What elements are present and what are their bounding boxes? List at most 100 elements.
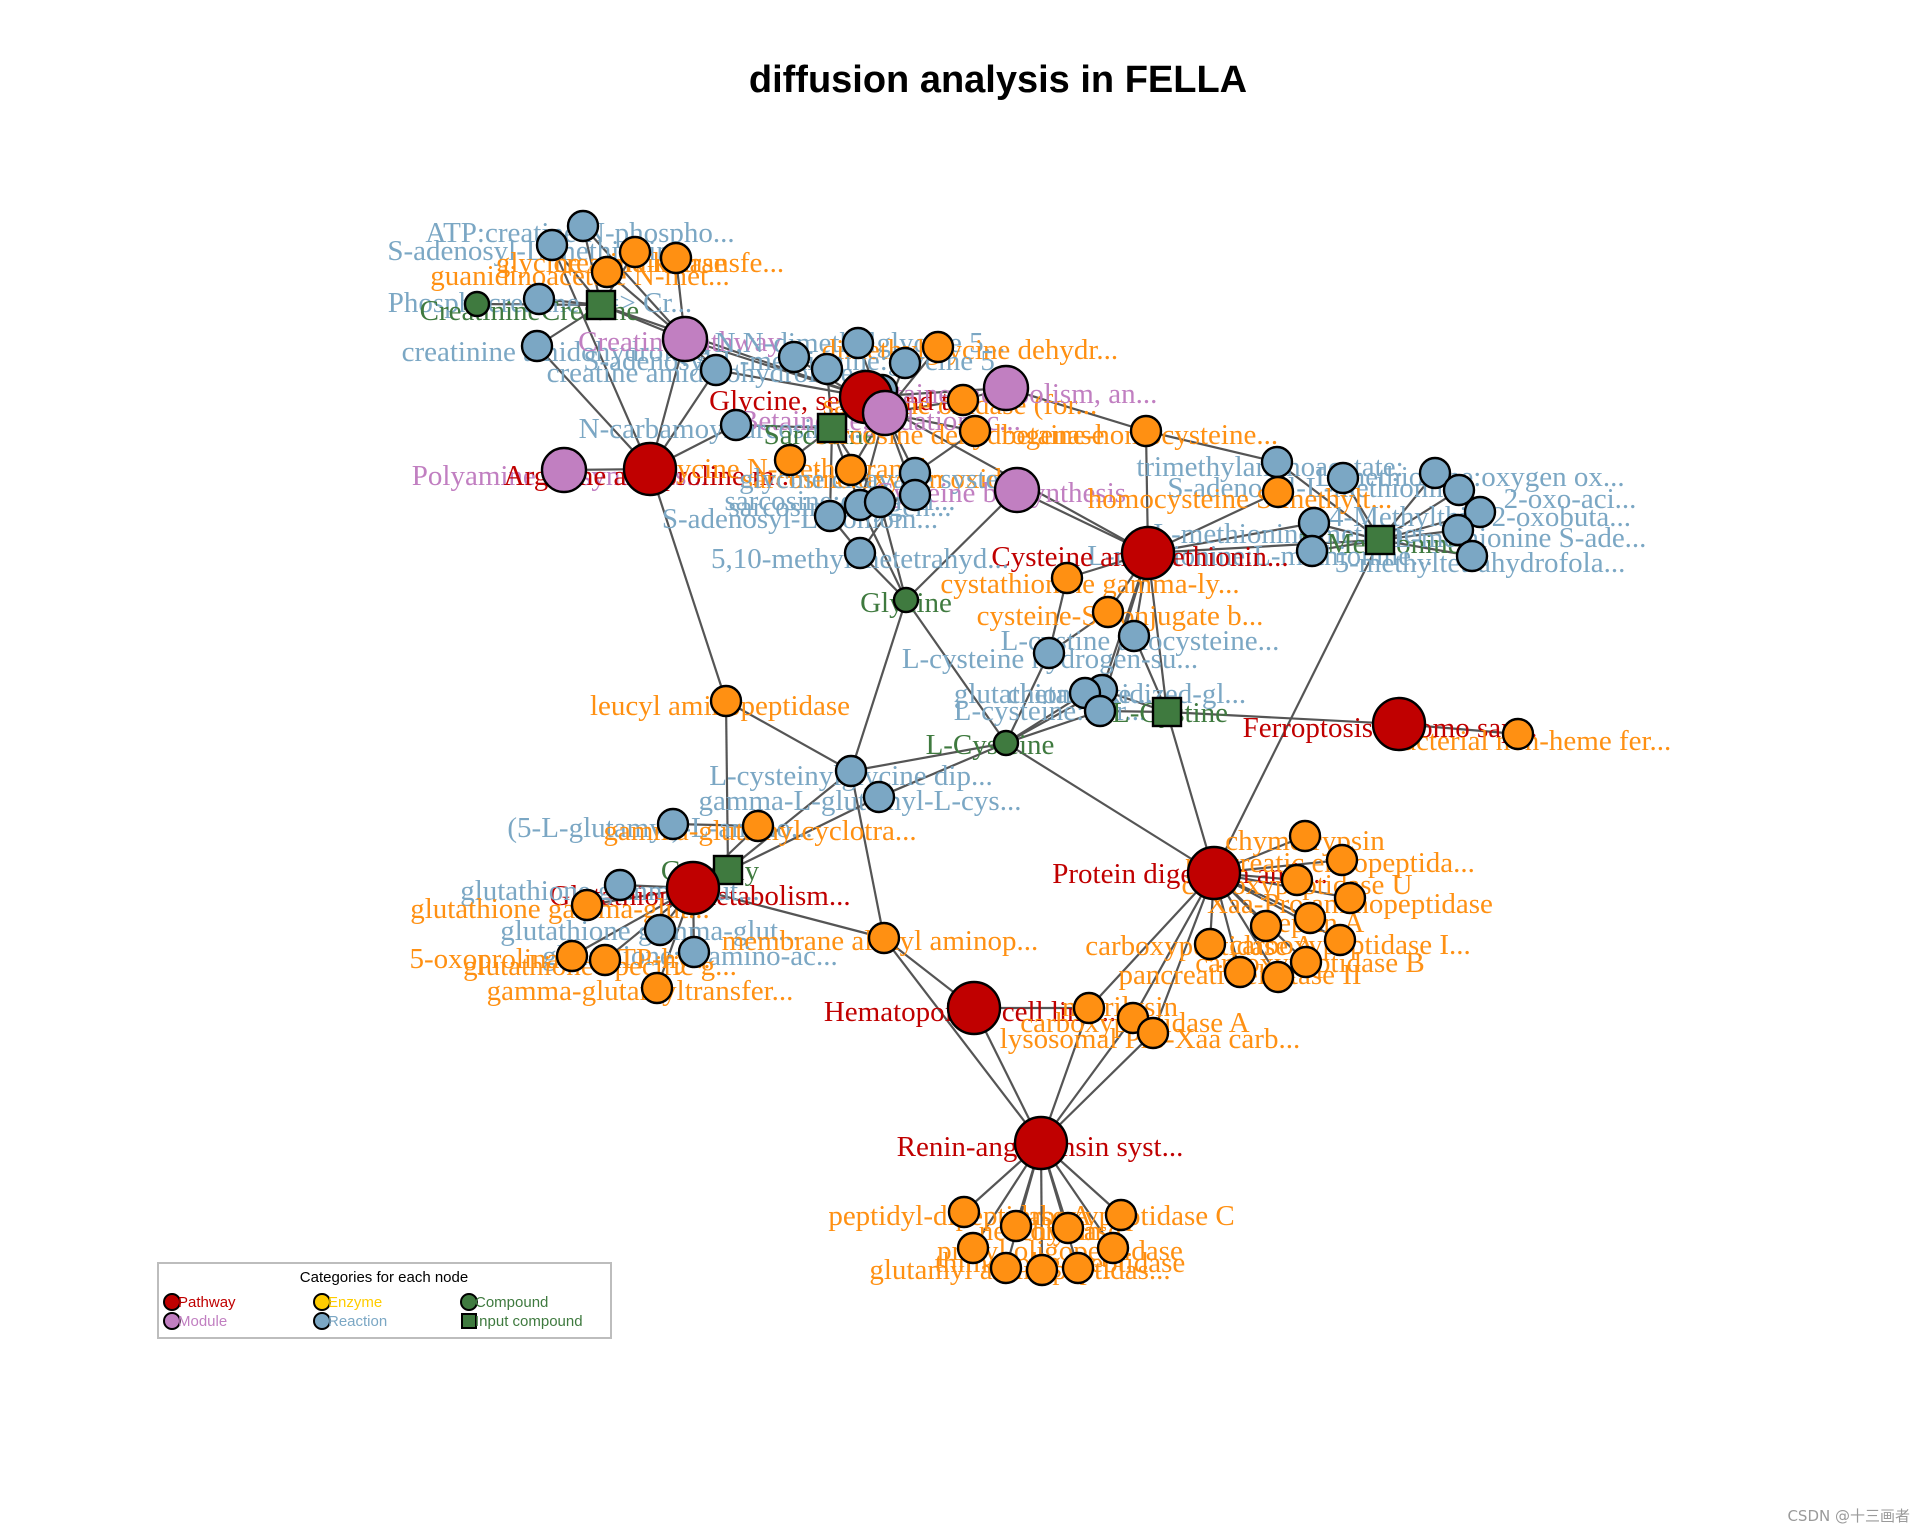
reaction-node[interactable] (677, 935, 711, 969)
enzyme-node[interactable] (1288, 819, 1322, 853)
enzyme-node[interactable] (555, 939, 589, 973)
enzyme-node[interactable] (946, 383, 980, 417)
reaction-node[interactable] (1442, 473, 1476, 507)
reaction-node[interactable] (843, 536, 877, 570)
module-node[interactable] (540, 446, 588, 494)
edge (1147, 521, 1315, 555)
enzyme-node[interactable] (1325, 843, 1359, 877)
reaction-node[interactable] (888, 346, 922, 380)
input-compound-node[interactable] (816, 412, 848, 444)
module-node[interactable] (861, 389, 909, 437)
pathway-node[interactable] (1013, 1115, 1069, 1171)
compound-node[interactable] (992, 729, 1020, 757)
reaction-node[interactable] (1297, 506, 1331, 540)
enzyme-node[interactable] (1249, 909, 1283, 943)
reaction-node[interactable] (522, 282, 556, 316)
chart-title: diffusion analysis in FELLA (749, 59, 1247, 101)
enzyme-node[interactable] (1096, 1231, 1130, 1265)
reaction-node[interactable] (1326, 461, 1360, 495)
legend-square-icon (461, 1313, 477, 1329)
reaction-node[interactable] (1463, 495, 1497, 529)
enzyme-node[interactable] (1050, 561, 1084, 595)
enzyme-node[interactable] (834, 453, 868, 487)
pathway-node[interactable] (1186, 845, 1242, 901)
input-compound-node[interactable] (1364, 524, 1396, 556)
reaction-node[interactable] (777, 340, 811, 374)
enzyme-node[interactable] (640, 971, 674, 1005)
compound-node[interactable] (892, 586, 920, 614)
enzyme-node[interactable] (867, 921, 901, 955)
reaction-node[interactable] (566, 209, 600, 243)
enzyme-node[interactable] (1223, 955, 1257, 989)
enzyme-node[interactable] (1280, 863, 1314, 897)
reaction-node[interactable] (1418, 456, 1452, 490)
reaction-node[interactable] (643, 913, 677, 947)
enzyme-node[interactable] (618, 235, 652, 269)
input-compound-node[interactable] (585, 289, 617, 321)
enzyme-node[interactable] (1501, 717, 1535, 751)
reaction-node[interactable] (813, 499, 847, 533)
enzyme-node[interactable] (741, 809, 775, 843)
enzyme-node[interactable] (999, 1209, 1033, 1243)
enzyme-node[interactable] (958, 414, 992, 448)
enzyme-node[interactable] (1261, 475, 1295, 509)
enzyme-node[interactable] (947, 1195, 981, 1229)
reaction-node[interactable] (719, 408, 753, 442)
reaction-node[interactable] (863, 485, 897, 519)
reaction-node[interactable] (810, 352, 844, 386)
enzyme-node[interactable] (1261, 960, 1295, 994)
module-node[interactable] (993, 466, 1041, 514)
pathway-node[interactable] (1371, 696, 1427, 752)
reaction-node[interactable] (603, 868, 637, 902)
reaction-node[interactable] (699, 353, 733, 387)
pathway-node[interactable] (622, 441, 678, 497)
compound-node[interactable] (463, 290, 491, 318)
enzyme-node[interactable] (1193, 927, 1227, 961)
reaction-node[interactable] (656, 807, 690, 841)
reaction-node[interactable] (834, 754, 868, 788)
enzyme-node[interactable] (1293, 901, 1327, 935)
enzyme-node[interactable] (659, 241, 693, 275)
enzyme-node[interactable] (1104, 1198, 1138, 1232)
edge (849, 599, 908, 772)
reaction-node[interactable] (1441, 513, 1475, 547)
legend-label: Reaction (328, 1313, 387, 1330)
enzyme-node[interactable] (956, 1231, 990, 1265)
module-node[interactable] (661, 315, 709, 363)
enzyme-node[interactable] (1025, 1253, 1059, 1287)
pathway-node[interactable] (665, 860, 721, 916)
enzyme-node[interactable] (1072, 991, 1106, 1025)
reaction-node[interactable] (1455, 539, 1489, 573)
reaction-node[interactable] (841, 326, 875, 360)
edge (1166, 710, 1400, 726)
enzyme-node[interactable] (921, 330, 955, 364)
enzyme-node[interactable] (570, 888, 604, 922)
reaction-node[interactable] (1083, 694, 1117, 728)
enzyme-node[interactable] (709, 684, 743, 718)
module-node[interactable] (982, 364, 1030, 412)
enzyme-node[interactable] (1061, 1251, 1095, 1285)
enzyme-node[interactable] (989, 1251, 1023, 1285)
reaction-node[interactable] (1032, 636, 1066, 670)
reaction-node[interactable] (898, 478, 932, 512)
enzyme-node[interactable] (1129, 414, 1163, 448)
input-compound-node[interactable] (1151, 696, 1183, 728)
reaction-node[interactable] (535, 228, 569, 262)
enzyme-node[interactable] (1323, 923, 1357, 957)
reaction-node[interactable] (1260, 445, 1294, 479)
enzyme-node[interactable] (773, 443, 807, 477)
pathway-node[interactable] (946, 980, 1002, 1036)
enzyme-node[interactable] (1136, 1016, 1170, 1050)
enzyme-node[interactable] (590, 255, 624, 289)
enzyme-node[interactable] (588, 943, 622, 977)
reaction-node[interactable] (1117, 619, 1151, 653)
reaction-node[interactable] (520, 329, 554, 363)
enzyme-node[interactable] (1333, 881, 1367, 915)
enzyme-node[interactable] (1051, 1211, 1085, 1245)
edge (1005, 386, 1147, 433)
enzyme-node[interactable] (1289, 945, 1323, 979)
enzyme-node[interactable] (1091, 595, 1125, 629)
pathway-node[interactable] (1120, 525, 1176, 581)
reaction-node[interactable] (862, 780, 896, 814)
reaction-node[interactable] (1295, 534, 1329, 568)
